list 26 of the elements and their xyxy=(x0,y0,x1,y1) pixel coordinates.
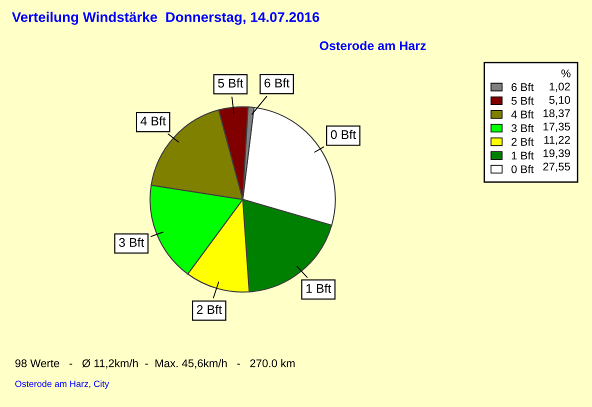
slice-label: 1 Bft xyxy=(306,284,332,293)
slice-label: 3 Bft xyxy=(119,238,144,247)
data-label: 27,55 xyxy=(543,162,570,172)
slice-label: 5 Bft xyxy=(218,78,244,88)
slice-label: 6 Bft xyxy=(264,78,290,88)
legend-label: 5 Bft xyxy=(511,96,534,105)
data-label: 19,39 xyxy=(544,149,570,158)
legend-label: 1 Bft xyxy=(512,151,534,160)
legend-label: 3 Bft xyxy=(511,124,534,132)
data-label: 18,37 xyxy=(544,109,570,118)
chart-title: Verteilung Windstärke Donnerstag, 14.07.2016 xyxy=(12,12,320,25)
slice-label: 4 Bft xyxy=(140,116,166,126)
data-label: 11,22 xyxy=(544,136,570,146)
legend-label: 2 Bft xyxy=(512,138,534,146)
data-label: 5,10 xyxy=(549,96,570,106)
data-label: 17,35 xyxy=(544,122,570,132)
legend-label: 0 Bft xyxy=(511,165,534,174)
text: Osterode am Harz, City xyxy=(15,380,110,389)
legend-title: % xyxy=(561,70,570,78)
slice-label: 2 Bft xyxy=(196,304,222,314)
legend-label: 6 Bft xyxy=(512,82,534,92)
chart-subtitle: Osterode am Harz xyxy=(320,40,426,50)
data-label: 1,02 xyxy=(550,82,570,92)
text: 98 Werte - Ø 11,2km/h - Max. 45,6km/h - 270.0 km xyxy=(15,359,295,369)
slice-label: 0 Bft xyxy=(330,130,356,140)
legend-label: 4 Bft xyxy=(511,110,534,118)
